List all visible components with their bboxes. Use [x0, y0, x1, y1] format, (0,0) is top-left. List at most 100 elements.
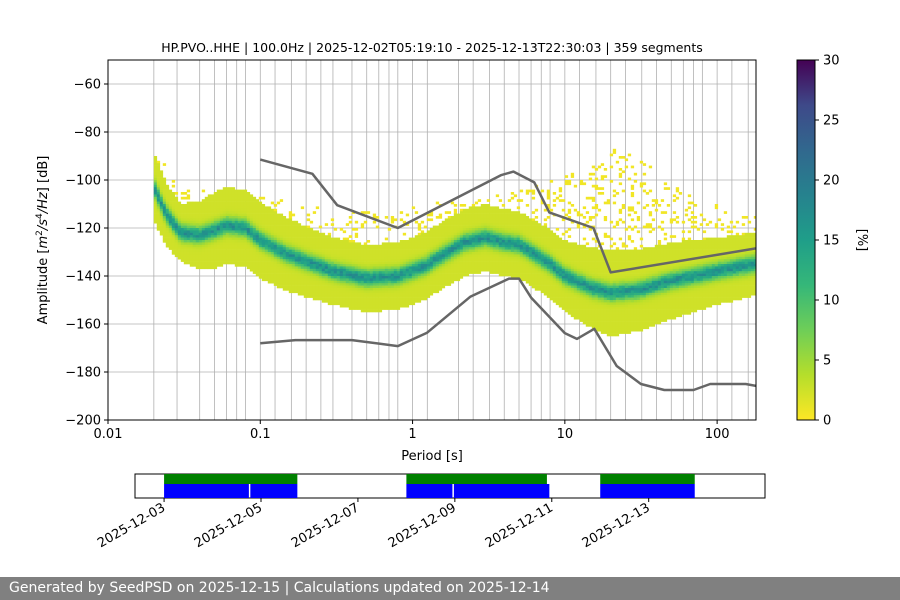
heatmap-cell [600, 187, 605, 190]
heatmap-cell [588, 290, 593, 294]
heatmap-cell [240, 237, 245, 241]
heatmap-cell [255, 259, 260, 262]
heatmap-cell [513, 235, 518, 238]
heatmap-cell [618, 292, 623, 296]
heatmap-cell [507, 235, 512, 238]
heatmap-cell [237, 232, 242, 236]
heatmap-cell [273, 254, 278, 258]
heatmap-cell [474, 223, 479, 226]
heatmap-cell [429, 244, 434, 248]
heatmap-cell [210, 252, 215, 255]
heatmap-cell [318, 237, 323, 241]
heatmap-cell [333, 302, 338, 306]
heatmap-cell [348, 254, 353, 258]
heatmap-cell [291, 232, 296, 236]
heatmap-cell [600, 297, 605, 301]
heatmap-cell [189, 216, 194, 219]
heatmap-cell [216, 216, 221, 219]
heatmap-cell [492, 218, 497, 222]
heatmap-cell [354, 266, 359, 270]
heatmap-cell [534, 232, 539, 236]
heatmap-cell [621, 254, 626, 258]
heatmap-cell [345, 280, 350, 284]
heatmap-cell [252, 225, 257, 229]
heatmap-cell [297, 242, 302, 246]
heatmap-cell [435, 230, 440, 234]
heatmap-cell [171, 194, 176, 198]
heatmap-cell [237, 256, 242, 260]
heatmap-cell [510, 220, 515, 224]
heatmap-cell [561, 297, 566, 301]
heatmap-cell [375, 278, 380, 282]
heatmap-cell [567, 261, 572, 265]
heatmap-cell [354, 276, 359, 279]
heatmap-cell [213, 235, 218, 238]
heatmap-cell [555, 240, 560, 243]
heatmap-cell [204, 232, 209, 236]
heatmap-cell [219, 211, 224, 214]
heatmap-cell [426, 288, 431, 291]
heatmap-cell [552, 240, 557, 243]
heatmap-cell [237, 220, 242, 224]
heatmap-cell [525, 247, 530, 250]
heatmap-cell [372, 264, 377, 267]
heatmap-cell [519, 249, 524, 253]
heatmap-cell [222, 244, 227, 248]
heatmap-cell [528, 249, 533, 253]
heatmap-cell [525, 261, 530, 265]
heatmap-cell [201, 228, 206, 231]
heatmap-cell [297, 252, 302, 255]
heatmap-cell [384, 288, 389, 291]
heatmap-cell [339, 266, 344, 270]
heatmap-cell [492, 256, 497, 260]
heatmap-cell [555, 273, 560, 277]
heatmap-cell [372, 290, 377, 294]
heatmap-cell [447, 252, 452, 255]
heatmap-cell [417, 261, 422, 265]
heatmap-cell [549, 276, 554, 279]
heatmap-cell [222, 242, 227, 246]
heatmap-cell [252, 256, 257, 260]
heatmap-cell [273, 223, 278, 226]
heatmap-cell [582, 225, 587, 229]
heatmap-cell [516, 271, 521, 274]
heatmap-cell [309, 235, 314, 238]
heatmap-cell [402, 304, 407, 308]
heatmap-cell [501, 232, 506, 236]
heatmap-cell [348, 220, 353, 224]
heatmap-cell [525, 204, 530, 207]
heatmap-cell [414, 266, 419, 270]
heatmap-cell [453, 216, 458, 219]
heatmap-cell [177, 223, 182, 226]
heatmap-cell [216, 208, 221, 212]
heatmap-cell [531, 211, 536, 214]
heatmap-cell [486, 242, 491, 246]
heatmap-cell [420, 249, 425, 253]
heatmap-cell [282, 220, 287, 224]
heatmap-cell [390, 261, 395, 265]
heatmap-cell [234, 201, 239, 205]
heatmap-cell [378, 297, 383, 301]
heatmap-cell [534, 271, 539, 274]
heatmap-cell [564, 276, 569, 279]
heatmap-cell [582, 249, 587, 253]
heatmap-cell [390, 297, 395, 301]
heatmap-cell [177, 201, 182, 205]
heatmap-cell [375, 249, 380, 253]
heatmap-cell [396, 290, 401, 294]
heatmap-cell [573, 244, 578, 248]
heatmap-cell [507, 247, 512, 250]
heatmap-cell [594, 285, 599, 289]
heatmap-cell [558, 288, 563, 291]
heatmap-cell [249, 264, 254, 267]
heatmap-cell [579, 283, 584, 286]
heatmap-cell [192, 242, 197, 246]
heatmap-cell [519, 242, 524, 246]
heatmap-cell [450, 247, 455, 250]
heatmap-cell [462, 223, 467, 226]
heatmap-cell [501, 204, 506, 207]
heatmap-cell [390, 288, 395, 291]
heatmap-cell [201, 211, 206, 214]
heatmap-cell [216, 249, 221, 253]
heatmap-cell [438, 276, 443, 279]
